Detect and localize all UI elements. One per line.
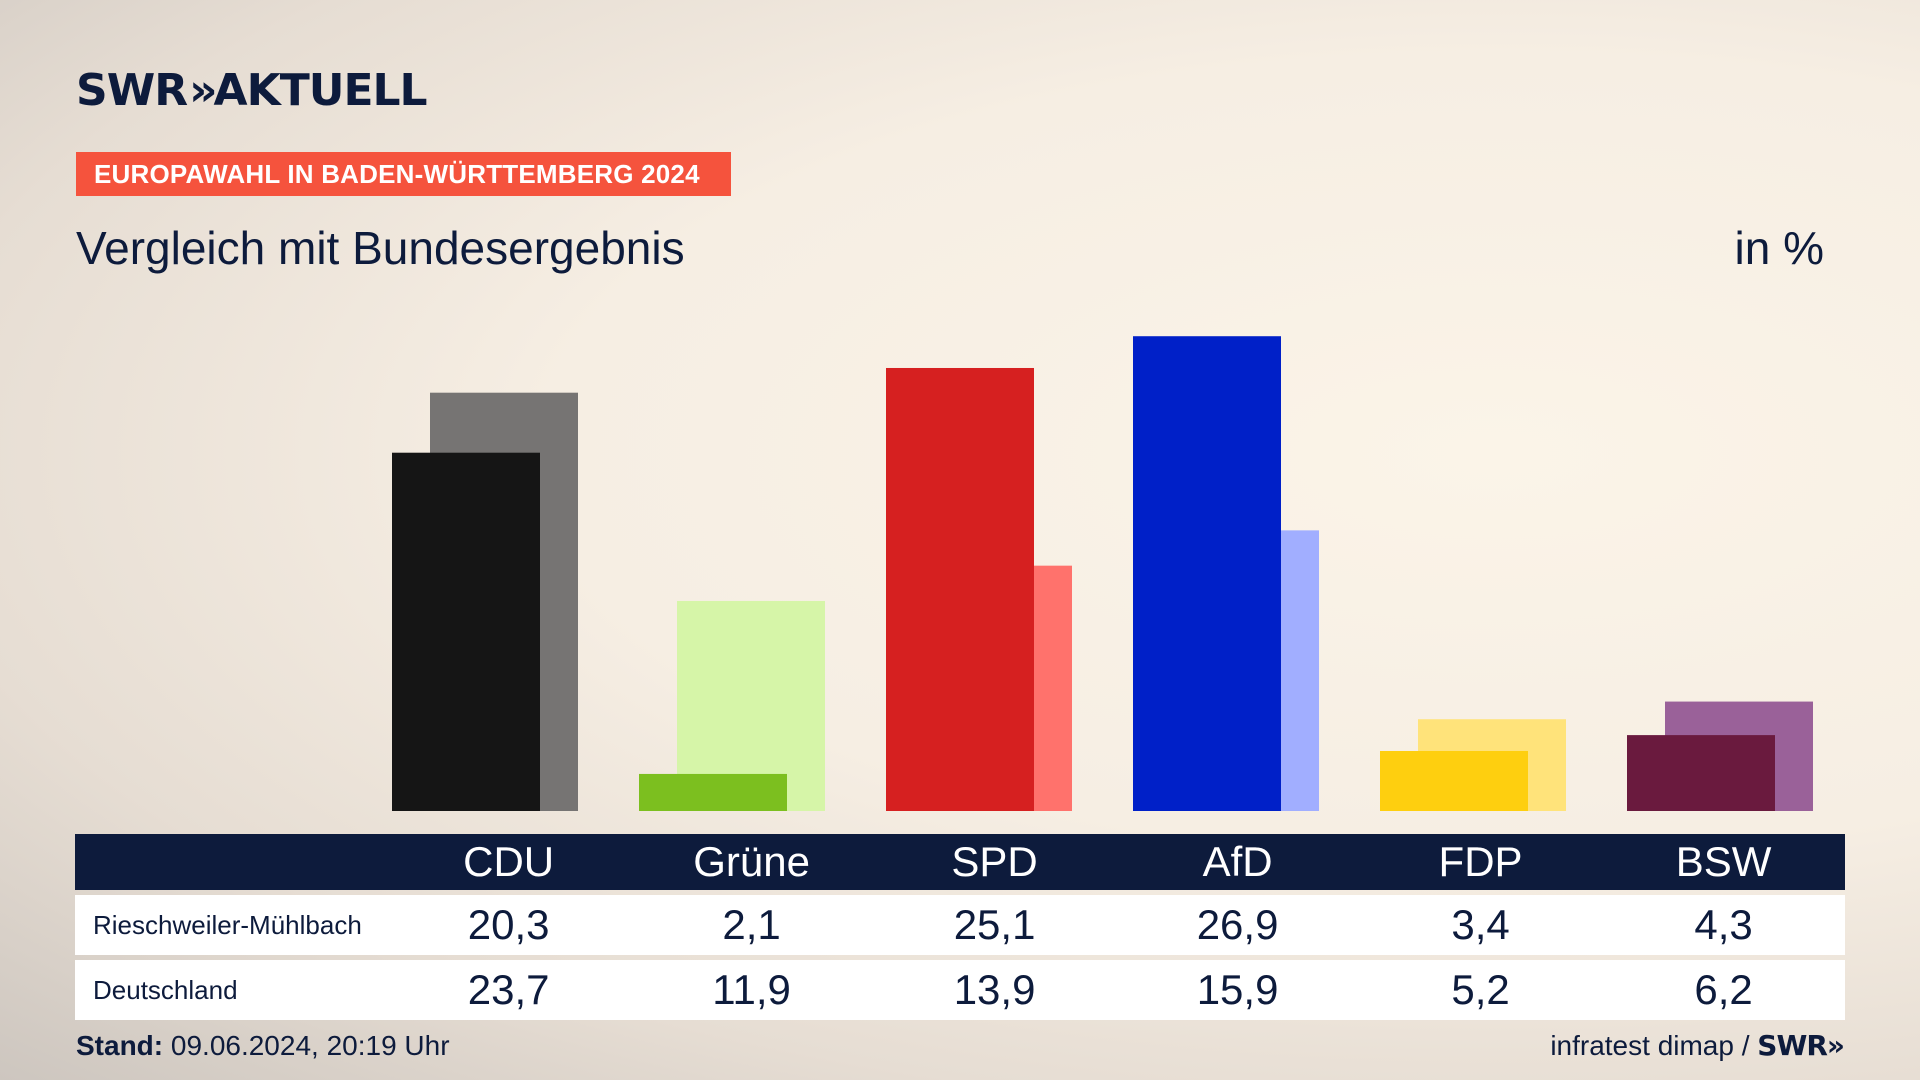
stand-value: 09.06.2024, 20:19 Uhr	[170, 1030, 450, 1061]
data-label: 26,9	[1196, 901, 1279, 948]
bar-chart	[392, 336, 1813, 811]
party-label: CDU	[463, 838, 555, 885]
data-label: 11,9	[712, 966, 791, 1013]
bar-rieschweiler-grüne	[639, 773, 787, 811]
data-label: 13,9	[953, 966, 1036, 1013]
party-label: BSW	[1675, 838, 1772, 885]
bar-rieschweiler-bsw	[1627, 735, 1775, 811]
data-label: 20,3	[467, 901, 550, 948]
bar-rieschweiler-afd	[1133, 336, 1281, 811]
source-brand: SWR»	[1757, 1029, 1845, 1062]
bar-rieschweiler-fdp	[1380, 750, 1528, 811]
source-text: infratest dimap /	[1550, 1030, 1750, 1061]
data-label: 4,3	[1694, 901, 1753, 948]
data-label: 15,9	[1196, 966, 1279, 1013]
bar-rieschweiler-spd	[886, 367, 1034, 811]
swr-aktuell-logo: SWR» AKTUELL	[76, 65, 428, 116]
timestamp: Stand: 09.06.2024, 20:19 Uhr	[76, 1028, 450, 1064]
row-label: Deutschland	[93, 974, 238, 1005]
data-label: 25,1	[953, 901, 1036, 948]
data-label: 23,7	[467, 966, 550, 1013]
unit-label: in %	[1734, 222, 1824, 274]
stand-label: Stand:	[76, 1030, 164, 1061]
row-label: Rieschweiler-Mühlbach	[93, 909, 362, 940]
table-row: Deutschland 23,7 11,9 13,9 15,9 5,2 6,2	[75, 960, 1845, 1020]
party-label: AfD	[1202, 838, 1273, 885]
data-label: 6,2	[1694, 966, 1753, 1013]
bar-rieschweiler-cdu	[392, 452, 540, 811]
results-table: CDU Grüne SPD AfD FDP BSW Rieschweiler-M…	[75, 834, 1845, 1020]
party-label: Grüne	[693, 838, 810, 885]
chart-subtitle: Vergleich mit Bundesergebnis	[76, 222, 685, 274]
data-label: 2,1	[722, 901, 781, 948]
table-row: Rieschweiler-Mühlbach 20,3 2,1 25,1 26,9…	[75, 895, 1845, 955]
logo-suffix: AKTUELL	[213, 65, 428, 116]
data-label: 5,2	[1451, 966, 1510, 1013]
logo-brand: SWR	[76, 65, 188, 116]
party-label: SPD	[951, 838, 1038, 885]
election-tag: EUROPAWAHL IN BADEN-WÜRTTEMBERG 2024	[76, 152, 731, 196]
party-label: FDP	[1438, 838, 1523, 885]
data-label: 3,4	[1451, 901, 1510, 948]
table-header-row: CDU Grüne SPD AfD FDP BSW	[75, 834, 1845, 890]
source: infratest dimap / SWR»	[1550, 1028, 1845, 1064]
